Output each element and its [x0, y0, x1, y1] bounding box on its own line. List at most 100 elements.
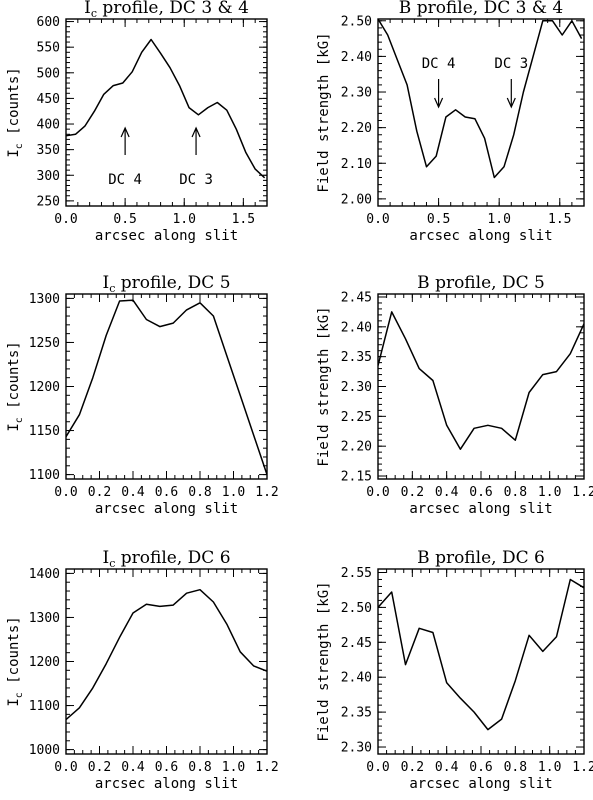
annotation-arrowhead [120, 126, 130, 138]
y-tick-label: 1300 [29, 292, 60, 307]
chart-title: Ic profile, DC 5 [102, 273, 230, 295]
y-tick-label: 550 [37, 41, 60, 56]
y-tick-label: 2.40 [341, 50, 372, 65]
y-tick-label: 600 [37, 15, 60, 30]
y-tick-label: 2.15 [341, 470, 372, 485]
data-line [66, 588, 267, 721]
x-tick-label: 0.8 [504, 760, 527, 775]
x-tick-label: 0.6 [469, 485, 492, 500]
y-tick-label: 1300 [29, 611, 60, 626]
y-tick-label: 1150 [29, 424, 60, 439]
plot-frame [65, 568, 268, 755]
chart-panel-3: Ic profile, DC 5 0.0 0.2 0.4 0.6 0.8 1.0 1.2 110… [6, 273, 279, 517]
annotation-label: DC 4 [422, 56, 456, 72]
plot-frame [65, 18, 268, 207]
x-tick-label: 0.6 [469, 760, 492, 775]
x-tick-label: 1.5 [548, 212, 571, 227]
x-axis-label: arcsec along slit [95, 776, 238, 792]
y-tick-label: 1200 [29, 655, 60, 670]
plot-frame [377, 18, 585, 207]
chart-title: B profile, DC 5 [417, 273, 545, 293]
chart-title: Ic profile, DC 6 [102, 548, 230, 570]
x-tick-label: 0.2 [401, 760, 424, 775]
x-tick-label: 1.2 [572, 760, 593, 775]
annotation-label: DC 3 [494, 56, 528, 72]
y-axis-label: Field strength [kG] [316, 32, 332, 192]
y-tick-label: 2.30 [341, 380, 372, 395]
data-line [378, 578, 584, 731]
y-tick-label: 2.20 [341, 121, 372, 136]
chart-panel-6: B profile, DC 6 0.0 0.2 0.4 0.6 0.8 1.0 1.2 2.30… [316, 548, 593, 792]
y-tick-label: 250 [37, 194, 60, 209]
annotation-arrowhead [191, 126, 201, 138]
x-tick-label: 0.4 [121, 760, 145, 775]
y-tick-label: 300 [37, 169, 60, 184]
y-tick-label: 1100 [29, 699, 60, 714]
chart-panel-1: Ic profile, DC 3 & 4 0.0 0.5 1.0 1.5 250 300 35… [6, 0, 268, 244]
annotation-arrowhead [434, 97, 444, 109]
y-tick-label: 350 [37, 143, 60, 158]
plot-frame [377, 293, 585, 480]
x-tick-label: 0.2 [401, 485, 424, 500]
x-tick-label: 0.6 [155, 485, 178, 500]
x-tick-label: 0.0 [366, 760, 389, 775]
y-axis-label: Field strength [kG] [316, 581, 332, 741]
x-tick-label: 0.2 [88, 760, 111, 775]
x-tick-label: 0.4 [435, 760, 459, 775]
y-tick-label: 400 [37, 118, 60, 133]
y-tick-label: 1200 [29, 380, 60, 395]
y-tick-label: 1400 [29, 567, 60, 582]
y-tick-label: 2.45 [341, 290, 372, 305]
y-tick-label: 2.00 [341, 192, 372, 207]
x-tick-label: 0.8 [188, 485, 211, 500]
y-tick-label: 2.20 [341, 440, 372, 455]
y-tick-label: 2.45 [341, 636, 372, 651]
x-axis-label: arcsec along slit [409, 501, 552, 517]
x-tick-label: 1.0 [487, 212, 510, 227]
y-tick-label: 2.50 [341, 601, 372, 616]
x-tick-label: 1.0 [538, 485, 561, 500]
x-tick-label: 1.0 [222, 485, 245, 500]
x-tick-label: 1.0 [222, 760, 245, 775]
y-tick-label: 2.50 [341, 14, 372, 29]
x-tick-label: 1.2 [255, 760, 278, 775]
x-tick-label: 0.8 [504, 485, 527, 500]
y-tick-label: 2.30 [341, 86, 372, 101]
x-tick-label: 1.0 [538, 760, 561, 775]
y-tick-label: 2.30 [341, 741, 372, 756]
y-tick-label: 2.40 [341, 320, 372, 335]
x-tick-label: 1.0 [172, 212, 195, 227]
x-tick-label: 0.2 [88, 485, 111, 500]
x-tick-label: 1.2 [255, 485, 278, 500]
x-tick-label: 0.0 [54, 485, 77, 500]
y-tick-label: 2.35 [341, 350, 372, 365]
x-tick-label: 0.5 [427, 212, 450, 227]
y-axis-label: Ic [counts] [6, 616, 25, 706]
chart-panel-5: Ic profile, DC 6 0.0 0.2 0.4 0.6 0.8 1.0 1.2 100… [6, 548, 279, 792]
y-axis-label: Field strength [kG] [316, 306, 332, 466]
y-tick-label: 2.25 [341, 410, 372, 425]
chart-title: B profile, DC 6 [417, 548, 545, 568]
chart-title: B profile, DC 3 & 4 [399, 0, 563, 18]
chart-panel-4: B profile, DC 5 0.0 0.2 0.4 0.6 0.8 1.0 1.2 2.15… [316, 273, 593, 517]
y-tick-label: 1100 [29, 468, 60, 483]
x-tick-label: 0.0 [54, 212, 77, 227]
data-line [378, 19, 583, 179]
x-tick-label: 1.5 [232, 212, 255, 227]
y-tick-label: 450 [37, 92, 60, 107]
annotation-label: DC 4 [108, 172, 142, 188]
annotation-arrowhead [506, 97, 516, 109]
y-tick-label: 1000 [29, 743, 60, 758]
x-axis-label: arcsec along slit [95, 228, 238, 244]
y-axis-label: Ic [counts] [6, 67, 25, 157]
annotation-label: DC 3 [179, 172, 213, 188]
x-tick-label: 0.6 [155, 760, 178, 775]
chart-title: Ic profile, DC 3 & 4 [84, 0, 249, 20]
x-tick-label: 1.2 [572, 485, 593, 500]
x-tick-label: 0.4 [121, 485, 145, 500]
y-tick-label: 2.40 [341, 671, 372, 686]
y-tick-label: 2.35 [341, 706, 372, 721]
x-tick-label: 0.0 [366, 212, 389, 227]
x-tick-label: 0.8 [188, 760, 211, 775]
data-line [378, 311, 584, 450]
